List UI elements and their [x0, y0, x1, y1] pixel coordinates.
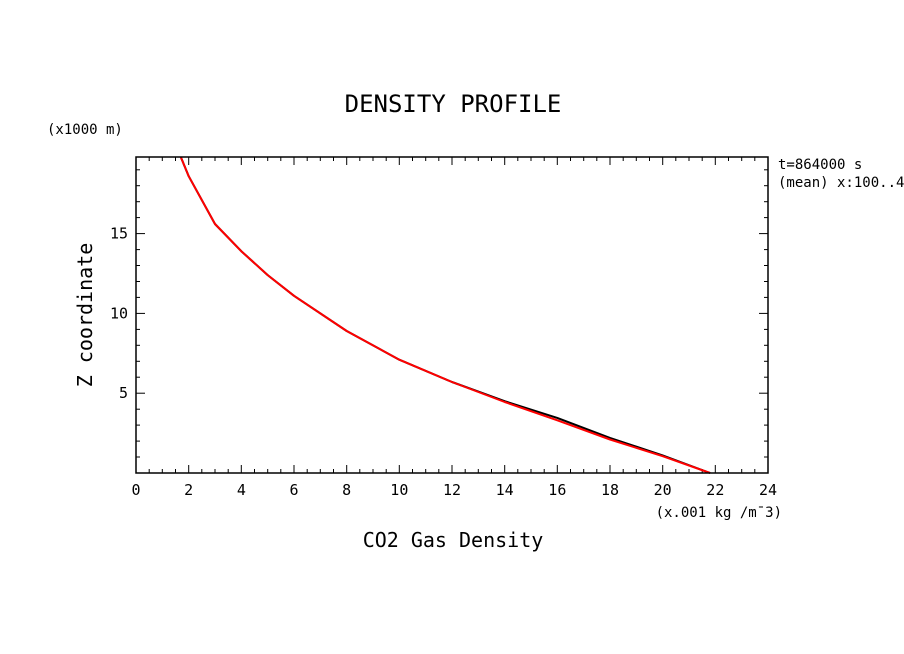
x-tick-label: 24 — [759, 481, 777, 499]
y-tick-label: 5 — [119, 384, 128, 402]
series-line-1 — [179, 156, 711, 474]
x-tick-label: 8 — [342, 481, 351, 499]
x-tick-label: 10 — [390, 481, 408, 499]
y-units-label: (x1000 m) — [47, 122, 123, 138]
y-tick-label: 15 — [110, 225, 128, 243]
x-tick-label: 12 — [443, 481, 461, 499]
x-axis-label: CO2 Gas Density — [363, 528, 544, 552]
y-axis-ticks: 5 10 15 — [110, 169, 768, 458]
x-axis-ticks: 0 2 4 6 8 10 12 14 16 18 20 22 24 — [131, 157, 777, 499]
x-tick-label: 14 — [496, 481, 514, 499]
x-tick-label: 6 — [289, 481, 298, 499]
x-tick-label: 20 — [654, 481, 672, 499]
chart-title: DENSITY PROFILE — [345, 90, 562, 118]
annotation-time: t=864000 s — [778, 157, 862, 173]
x-units-label: (x.001 kg /m¯3) — [656, 505, 782, 521]
x-tick-label: 0 — [131, 481, 140, 499]
x-tick-label: 18 — [601, 481, 619, 499]
x-tick-label: 4 — [237, 481, 246, 499]
series-line-2 — [179, 156, 711, 474]
x-tick-label: 2 — [184, 481, 193, 499]
plot-frame — [135, 156, 769, 474]
y-axis-label: Z coordinate — [73, 243, 97, 388]
x-tick-label: 16 — [548, 481, 566, 499]
annotation-mean-range: (mean) x:100..4 — [778, 175, 904, 191]
x-tick-label: 22 — [706, 481, 724, 499]
y-tick-label: 10 — [110, 304, 128, 322]
series-lines — [179, 156, 711, 474]
